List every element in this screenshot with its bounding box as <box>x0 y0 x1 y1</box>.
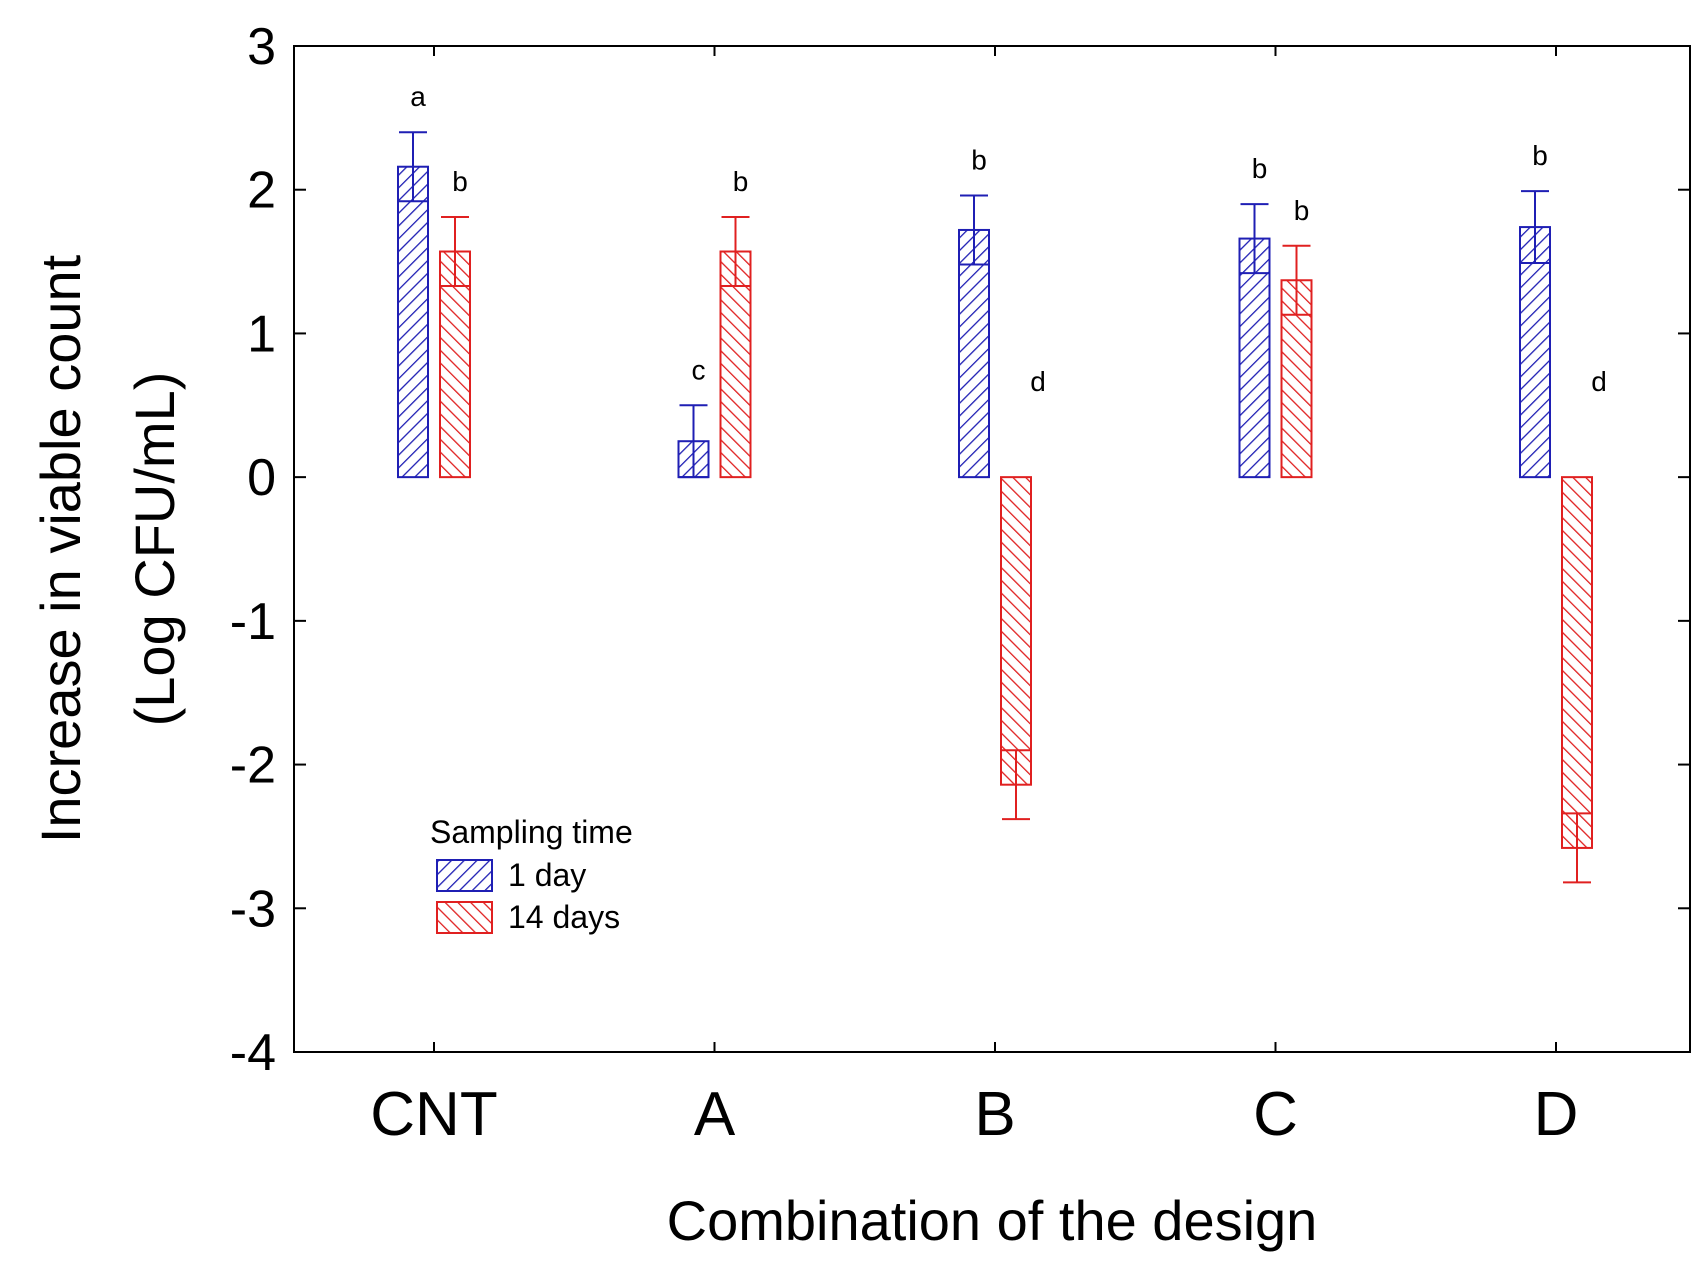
bar-1-day-d <box>1519 226 1551 479</box>
x-tick-label-d: D <box>1534 1080 1579 1149</box>
legend-swatch-14-days <box>436 901 493 934</box>
bar-1-day-c <box>1238 237 1271 479</box>
y-axis-title-line-1: Increase in viable count <box>29 254 92 843</box>
y-tick-label-2: -2 <box>230 737 276 795</box>
legend-title: Sampling time <box>430 814 633 850</box>
sig-letter-14-days-b: d <box>1030 366 1046 397</box>
legend-label-1-day: 1 day <box>508 857 586 893</box>
x-tick-label-c: C <box>1253 1080 1298 1149</box>
legend: Sampling time 1 day 14 days <box>430 814 633 935</box>
plot-area <box>293 45 1691 1053</box>
x-tick-label-b: B <box>974 1080 1015 1149</box>
y-axis-title-line-2: (Log CFU/mL) <box>123 372 186 727</box>
sig-letter-1-day-b: b <box>971 144 987 175</box>
y-tick-label-7: 3 <box>247 18 276 76</box>
bar-14-days-b <box>1000 476 1032 786</box>
bar-14-days-d <box>1561 476 1593 849</box>
sig-letter-1-day-c: b <box>1252 153 1268 184</box>
y-tick-label-4: 0 <box>247 449 276 507</box>
sig-letter-1-day-a: c <box>692 354 706 385</box>
bar-14-days-cnt <box>439 250 471 479</box>
bar-series <box>397 131 1593 884</box>
sig-letter-14-days-a: b <box>733 166 749 197</box>
legend-swatch-1-day <box>436 859 493 892</box>
y-tick-label-3: -1 <box>230 593 276 651</box>
bar-1-day-cnt <box>397 165 429 479</box>
sig-letter-14-days-d: d <box>1591 366 1607 397</box>
bar-14-days-a <box>719 250 752 479</box>
y-tick-label-1: -3 <box>230 880 276 938</box>
sig-letter-1-day-cnt: a <box>410 81 426 112</box>
legend-label-14-days: 14 days <box>508 899 620 935</box>
y-axis: -4 -3 -2 -1 0 1 2 3 <box>230 18 1690 1082</box>
x-tick-label-a: A <box>694 1080 736 1149</box>
bar-1-day-b <box>958 228 990 479</box>
x-axis-title: Combination of the design <box>667 1189 1318 1252</box>
y-axis-title: Increase in viable count (Log CFU/mL) <box>29 254 186 843</box>
sig-letter-14-days-c: b <box>1294 195 1310 226</box>
y-tick-label-0: -4 <box>230 1024 276 1082</box>
x-tick-label-cnt: CNT <box>370 1080 497 1149</box>
sig-letter-14-days-cnt: b <box>452 166 468 197</box>
sig-letter-1-day-d: b <box>1532 140 1548 171</box>
y-tick-label-5: 1 <box>247 305 276 363</box>
x-axis: CNT A B C D <box>370 46 1578 1149</box>
y-tick-label-6: 2 <box>247 162 276 220</box>
